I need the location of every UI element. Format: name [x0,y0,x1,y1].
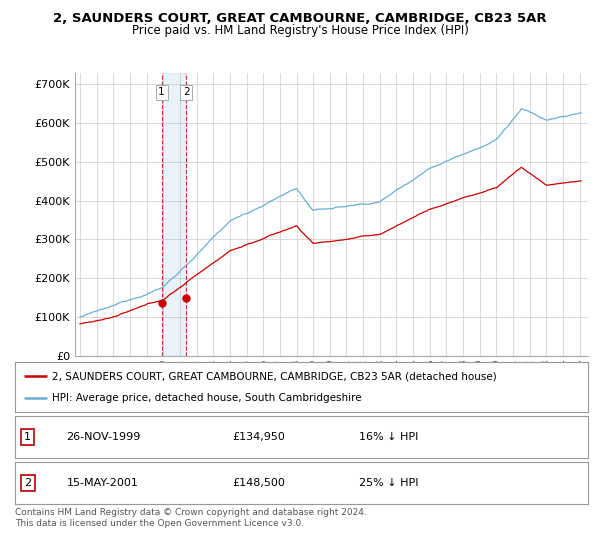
Text: 2, SAUNDERS COURT, GREAT CAMBOURNE, CAMBRIDGE, CB23 5AR (detached house): 2, SAUNDERS COURT, GREAT CAMBOURNE, CAMB… [52,371,497,381]
Text: HPI: Average price, detached house, South Cambridgeshire: HPI: Average price, detached house, Sout… [52,393,362,403]
Text: 26-NOV-1999: 26-NOV-1999 [67,432,141,442]
Text: 2: 2 [183,87,190,97]
Text: 16% ↓ HPI: 16% ↓ HPI [359,432,418,442]
Text: 25% ↓ HPI: 25% ↓ HPI [359,478,418,488]
Text: Contains HM Land Registry data © Crown copyright and database right 2024.
This d: Contains HM Land Registry data © Crown c… [15,508,367,528]
Bar [161,73,186,356]
Text: 15-MAY-2001: 15-MAY-2001 [67,478,139,488]
Text: 2, SAUNDERS COURT, GREAT CAMBOURNE, CAMBRIDGE, CB23 5AR: 2, SAUNDERS COURT, GREAT CAMBOURNE, CAMB… [53,12,547,25]
Text: Price paid vs. HM Land Registry's House Price Index (HPI): Price paid vs. HM Land Registry's House … [131,24,469,37]
Text: 1: 1 [158,87,165,97]
Text: £148,500: £148,500 [233,478,286,488]
Text: 2: 2 [24,478,31,488]
Text: £134,950: £134,950 [233,432,286,442]
Text: 1: 1 [24,432,31,442]
